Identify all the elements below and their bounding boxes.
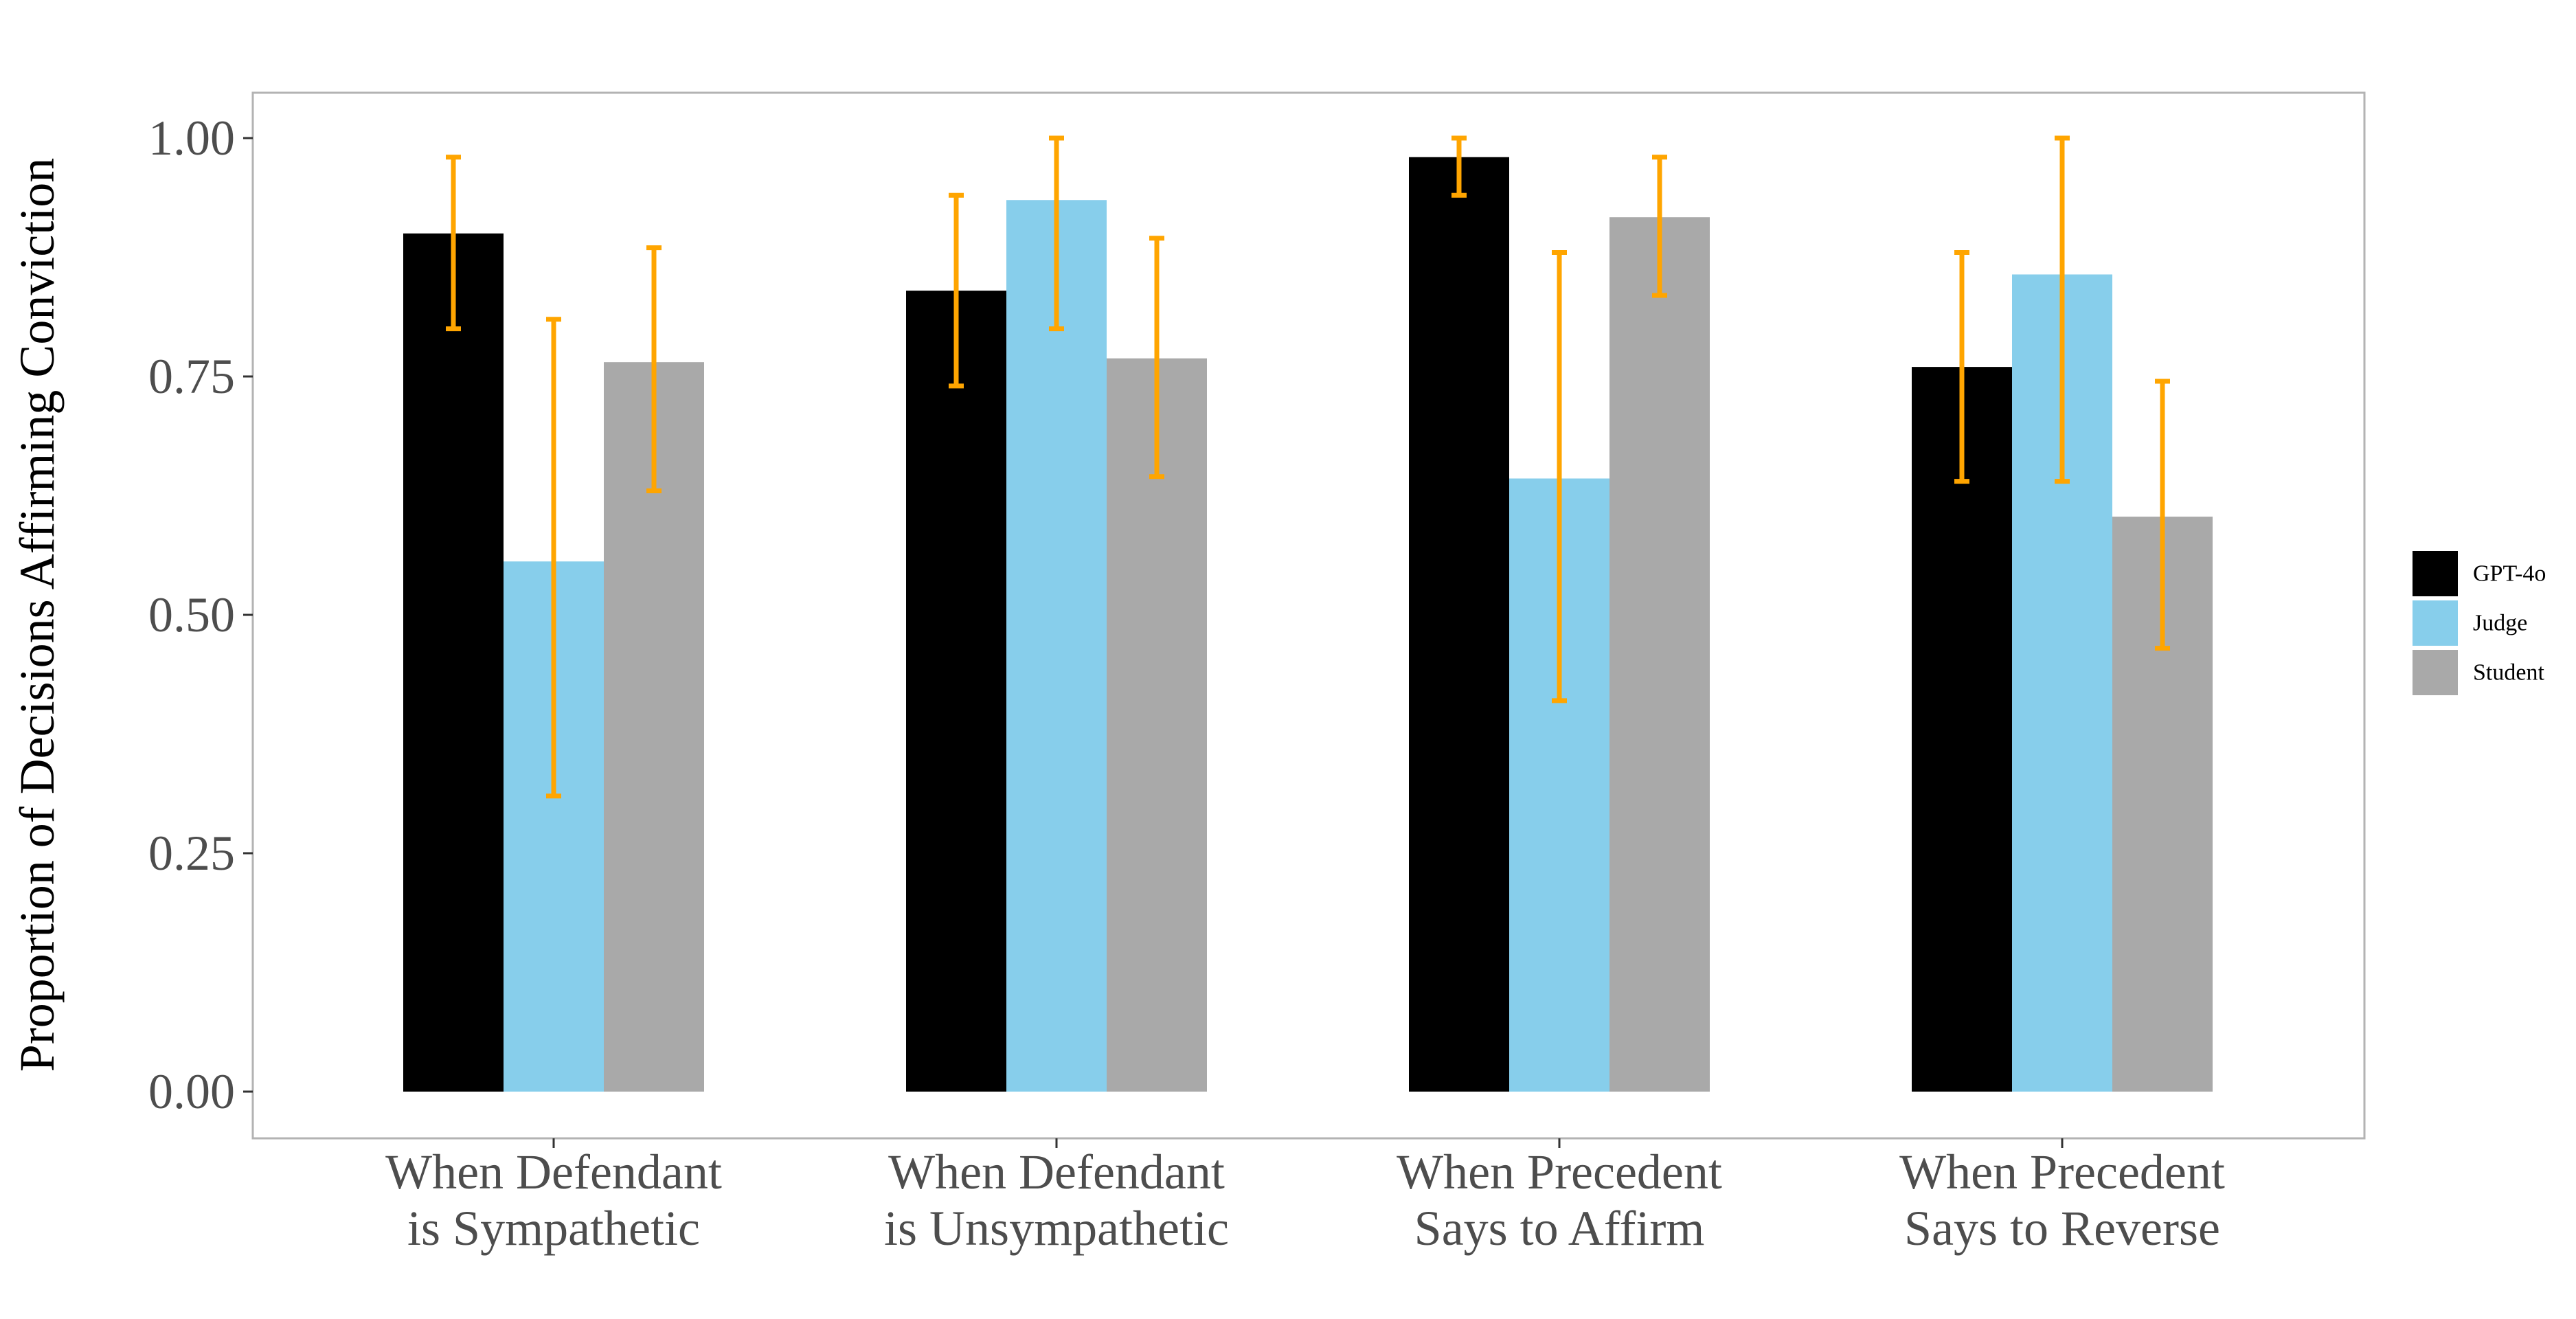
error-bar-judge-1 — [546, 317, 561, 799]
legend-label: Judge — [2473, 611, 2527, 636]
bar-gpt-4o-3 — [1409, 157, 1509, 1092]
x-tick-label: When Defendant — [385, 1145, 722, 1199]
legend-swatch — [2413, 600, 2458, 646]
bar-judge-2 — [1006, 200, 1107, 1092]
error-bar-gpt-4o-4 — [1954, 250, 1969, 484]
bar-student-2 — [1107, 358, 1207, 1092]
error-bar-judge-4 — [2055, 135, 2070, 484]
y-axis: 0.00 0.25 0.50 0.75 1.00 — [148, 111, 253, 1119]
legend-item-gpt-4o: GPT-4o — [2413, 551, 2546, 596]
y-tick-label: 0.50 — [148, 587, 235, 642]
x-tick-label: is Unsympathetic — [884, 1201, 1229, 1256]
legend-label: Student — [2473, 660, 2544, 686]
x-tick-label: When Defendant — [888, 1145, 1225, 1199]
bar-gpt-4o-4 — [1912, 367, 2012, 1092]
y-tick-label: 1.00 — [148, 111, 235, 166]
x-tick-label: Says to Affirm — [1414, 1201, 1705, 1256]
y-tick-label: 0.75 — [148, 349, 235, 404]
x-tick-label: When Precedent — [1899, 1145, 2225, 1199]
bars-layer — [403, 157, 2213, 1092]
bar-gpt-4o-1 — [403, 233, 504, 1092]
error-bar-gpt-4o-1 — [446, 155, 461, 332]
error-bar-student-2 — [1149, 236, 1164, 480]
error-bars-layer — [446, 135, 2170, 799]
legend-label: GPT-4o — [2473, 561, 2546, 587]
legend-swatch — [2413, 551, 2458, 596]
legend-swatch — [2413, 650, 2458, 695]
y-axis-title: Proportion of Decisions Affirming Convic… — [10, 158, 65, 1072]
error-bar-student-4 — [2155, 379, 2170, 651]
y-tick-label: 0.25 — [148, 826, 235, 881]
x-tick-label: When Precedent — [1397, 1145, 1722, 1199]
legend: GPT-4o Judge Student — [2413, 551, 2546, 695]
bar-student-3 — [1609, 217, 1710, 1092]
error-bar-judge-2 — [1049, 135, 1064, 332]
error-bar-gpt-4o-3 — [1451, 135, 1467, 198]
y-tick-label: 0.00 — [148, 1064, 235, 1119]
bar-gpt-4o-2 — [906, 291, 1006, 1092]
legend-item-judge: Judge — [2413, 600, 2527, 646]
x-tick-label: is Sympathetic — [407, 1201, 700, 1256]
error-bar-student-1 — [646, 245, 662, 494]
error-bar-judge-3 — [1552, 250, 1567, 703]
error-bar-student-3 — [1652, 155, 1667, 298]
error-bar-gpt-4o-2 — [949, 192, 964, 389]
x-tick-label: Says to Reverse — [1904, 1201, 2220, 1256]
legend-item-student: Student — [2413, 650, 2544, 695]
